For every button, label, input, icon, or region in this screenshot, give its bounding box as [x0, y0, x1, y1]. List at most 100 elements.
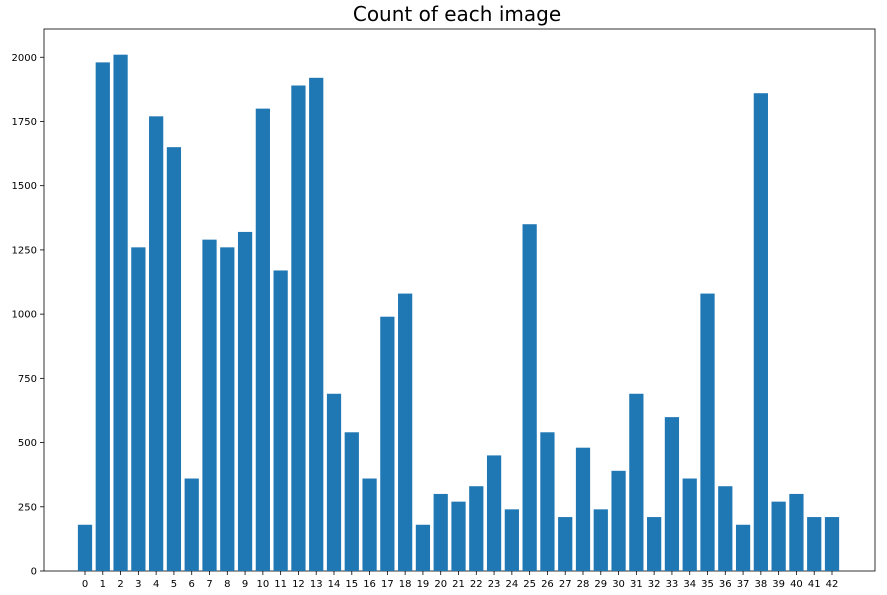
x-tick-label: 5	[171, 579, 177, 590]
x-tick-label: 34	[683, 579, 696, 590]
x-tick-label: 4	[153, 579, 159, 590]
bar-12	[291, 85, 306, 571]
x-tick-label: 6	[189, 579, 195, 590]
bar-39	[771, 501, 786, 571]
x-tick-label: 13	[310, 579, 323, 590]
x-tick-label: 37	[737, 579, 750, 590]
x-tick-label: 8	[224, 579, 230, 590]
y-tick-label: 0	[31, 567, 37, 578]
bar-13	[309, 77, 324, 571]
x-tick-label: 28	[577, 579, 590, 590]
x-tick-label: 41	[808, 579, 821, 590]
x-tick-label: 23	[488, 579, 501, 590]
x-tick-label: 24	[505, 579, 518, 590]
bar-40	[789, 493, 804, 571]
x-tick-label: 21	[452, 579, 465, 590]
x-tick-label: 12	[292, 579, 305, 590]
bar-33	[664, 417, 680, 571]
bar-10	[255, 108, 270, 571]
x-axis: 0 1 2 3 4 5 6 7 8 9 10 11 12 13 14 15 16 17 18 19 20 21 22 23 24…	[82, 571, 839, 590]
x-tick-label: 33	[666, 579, 679, 590]
y-tick-label: 1500	[12, 181, 37, 192]
x-tick-label: 9	[242, 579, 248, 590]
bar-1	[95, 62, 110, 571]
bar-16	[362, 478, 377, 571]
x-tick-label: 16	[363, 579, 376, 590]
x-tick-label: 39	[772, 579, 785, 590]
bar-14	[326, 393, 342, 571]
bar-18	[398, 293, 413, 571]
y-tick-label: 250	[18, 502, 37, 513]
bar-21	[451, 501, 466, 571]
x-tick-label: 31	[630, 579, 643, 590]
x-tick-label: 10	[256, 579, 269, 590]
x-tick-label: 32	[648, 579, 661, 590]
x-tick-label: 0	[82, 579, 88, 590]
x-tick-label: 20	[434, 579, 447, 590]
bar-27	[558, 517, 573, 571]
bar-35	[700, 293, 715, 571]
bar-38	[753, 93, 768, 571]
chart-title: Count of each image	[353, 2, 561, 26]
bar-9	[237, 231, 253, 571]
bar-7	[202, 239, 217, 571]
y-axis: 0 250 500 750 1000 1250 1500 1750 2000	[12, 53, 44, 578]
bar-19	[415, 524, 431, 571]
x-tick-label: 17	[381, 579, 394, 590]
x-tick-label: 25	[523, 579, 536, 590]
x-tick-label: 2	[117, 579, 123, 590]
x-tick-label: 1	[100, 579, 106, 590]
x-tick-label: 14	[328, 579, 341, 590]
x-tick-label: 19	[417, 579, 430, 590]
y-tick-label: 1750	[12, 117, 37, 128]
bar-25	[522, 224, 537, 571]
x-tick-label: 38	[754, 579, 767, 590]
x-tick-label: 40	[790, 579, 803, 590]
x-tick-label: 35	[701, 579, 714, 590]
x-tick-label: 36	[719, 579, 732, 590]
x-tick-label: 3	[135, 579, 141, 590]
plot-area-frame	[43, 28, 876, 572]
x-tick-label: 15	[345, 579, 358, 590]
x-tick-label: 26	[541, 579, 554, 590]
x-tick-label: 7	[206, 579, 212, 590]
bar-26	[540, 432, 555, 571]
bar-24	[504, 509, 519, 571]
y-tick-label: 750	[18, 374, 37, 385]
x-tick-label: 29	[594, 579, 607, 590]
bars-group	[77, 54, 840, 571]
bar-36	[718, 486, 733, 571]
x-tick-label: 30	[612, 579, 625, 590]
bar-29	[593, 509, 608, 571]
y-tick-label: 1000	[12, 310, 37, 321]
x-tick-label: 27	[559, 579, 572, 590]
bar-22	[469, 486, 484, 571]
bar-17	[380, 316, 395, 571]
x-tick-label: 22	[470, 579, 483, 590]
bar-15	[344, 432, 359, 571]
bar-20	[433, 493, 448, 571]
bar-42	[824, 517, 840, 571]
y-tick-label: 2000	[12, 53, 37, 64]
bar-11	[273, 270, 288, 571]
x-tick-label: 42	[826, 579, 839, 590]
bar-37	[735, 524, 751, 571]
bar-4	[149, 116, 164, 571]
bar-23	[486, 455, 502, 571]
bar-2	[113, 54, 128, 571]
bar-34	[682, 478, 697, 571]
y-tick-label: 1250	[12, 245, 37, 256]
bar-30	[611, 470, 626, 571]
x-tick-label: 18	[399, 579, 412, 590]
x-tick-label: 11	[274, 579, 287, 590]
bar-6	[184, 478, 199, 571]
bar-28	[575, 447, 591, 571]
bar-5	[166, 147, 182, 571]
bar-8	[220, 247, 235, 571]
bar-32	[647, 517, 662, 571]
bar-3	[131, 247, 146, 571]
y-tick-label: 500	[18, 438, 37, 449]
bar-0	[77, 524, 93, 571]
